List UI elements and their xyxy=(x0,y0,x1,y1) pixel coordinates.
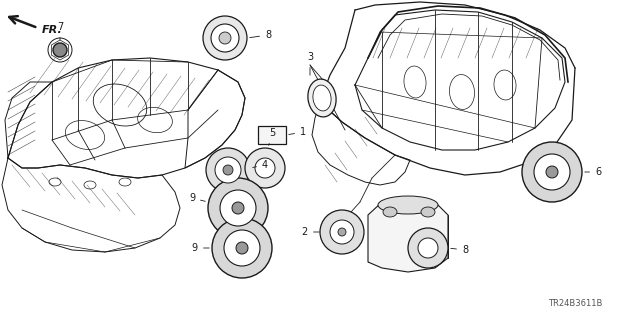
Polygon shape xyxy=(368,198,448,272)
Text: 8: 8 xyxy=(250,30,271,40)
Circle shape xyxy=(211,24,239,52)
Text: 8: 8 xyxy=(451,245,468,255)
Circle shape xyxy=(320,210,364,254)
Circle shape xyxy=(408,228,448,268)
Text: 3: 3 xyxy=(307,52,313,75)
Text: 2: 2 xyxy=(301,227,319,237)
Circle shape xyxy=(522,142,582,202)
Text: 5: 5 xyxy=(269,128,275,145)
Text: 7: 7 xyxy=(57,22,63,40)
Circle shape xyxy=(338,228,346,236)
Circle shape xyxy=(212,218,272,278)
Circle shape xyxy=(53,43,67,57)
Circle shape xyxy=(418,238,438,258)
Ellipse shape xyxy=(308,79,336,117)
Ellipse shape xyxy=(383,207,397,217)
Text: FR.: FR. xyxy=(42,25,63,35)
Circle shape xyxy=(546,166,558,178)
Text: TR24B3611B: TR24B3611B xyxy=(548,299,602,308)
Circle shape xyxy=(255,158,275,178)
Circle shape xyxy=(219,32,231,44)
Circle shape xyxy=(223,165,233,175)
FancyBboxPatch shape xyxy=(258,126,286,144)
Text: 9: 9 xyxy=(189,193,205,203)
Ellipse shape xyxy=(421,207,435,217)
Circle shape xyxy=(224,230,260,266)
Text: 1: 1 xyxy=(289,127,306,137)
Circle shape xyxy=(215,157,241,183)
Circle shape xyxy=(203,16,247,60)
Circle shape xyxy=(220,190,256,226)
Text: 6: 6 xyxy=(585,167,601,177)
Circle shape xyxy=(330,220,354,244)
Circle shape xyxy=(534,154,570,190)
Ellipse shape xyxy=(313,85,331,111)
Circle shape xyxy=(208,178,268,238)
Circle shape xyxy=(232,202,244,214)
Text: 4: 4 xyxy=(253,160,268,170)
Circle shape xyxy=(206,148,250,192)
Ellipse shape xyxy=(378,196,438,214)
Text: 9: 9 xyxy=(192,243,209,253)
Circle shape xyxy=(236,242,248,254)
Circle shape xyxy=(245,148,285,188)
